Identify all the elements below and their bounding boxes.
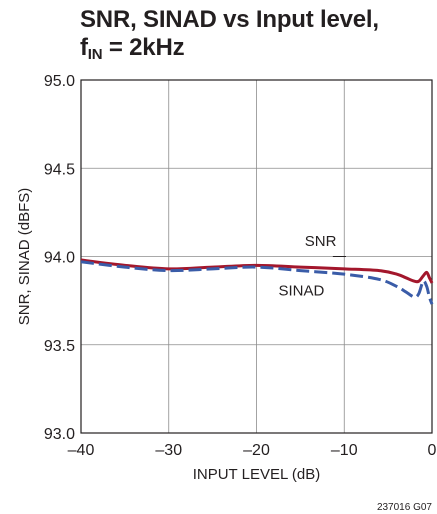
series-sinad-line	[80, 260, 434, 305]
annotation-sinad: SINAD	[278, 282, 324, 299]
title-post: = 2kHz	[102, 34, 185, 61]
y-tick-label: 93.0	[44, 426, 75, 443]
y-tick-label: 95.0	[44, 73, 75, 90]
x-tick-label: –10	[331, 442, 358, 459]
series-layer	[80, 258, 434, 305]
title-subscript: IN	[87, 46, 103, 63]
title-f: f	[80, 34, 88, 61]
chart-title-line1: SNR, SINAD vs Input level,	[80, 6, 379, 33]
x-axis-label: INPUT LEVEL (dB)	[193, 466, 321, 483]
y-tick-label: 94.5	[44, 161, 75, 178]
chart-title: SNR, SINAD vs Input level, fIN = 2kHz	[80, 6, 430, 69]
x-tick-label: –20	[243, 442, 270, 459]
figure-id: 237016 G07	[377, 502, 432, 513]
annotation-layer: SNR SINAD	[278, 233, 347, 299]
grid-lines	[81, 80, 432, 433]
series-snr-line	[80, 258, 434, 284]
x-tick-label: –40	[68, 442, 95, 459]
plot-frame	[80, 79, 433, 434]
x-tick-label: –30	[155, 442, 182, 459]
x-tick-label: 0	[428, 442, 437, 459]
y-axis-label: SNR, SINAD (dBFS)	[16, 188, 33, 326]
y-tick-label: 93.5	[44, 338, 75, 355]
chart-title-line2: fIN = 2kHz	[80, 34, 430, 69]
annotation-snr: SNR	[305, 233, 337, 250]
tick-labels: –40 –30 –20 –10 0 93.0 93.5 94.0 94.5 95.0	[44, 73, 437, 459]
y-tick-label: 94.0	[44, 250, 75, 267]
